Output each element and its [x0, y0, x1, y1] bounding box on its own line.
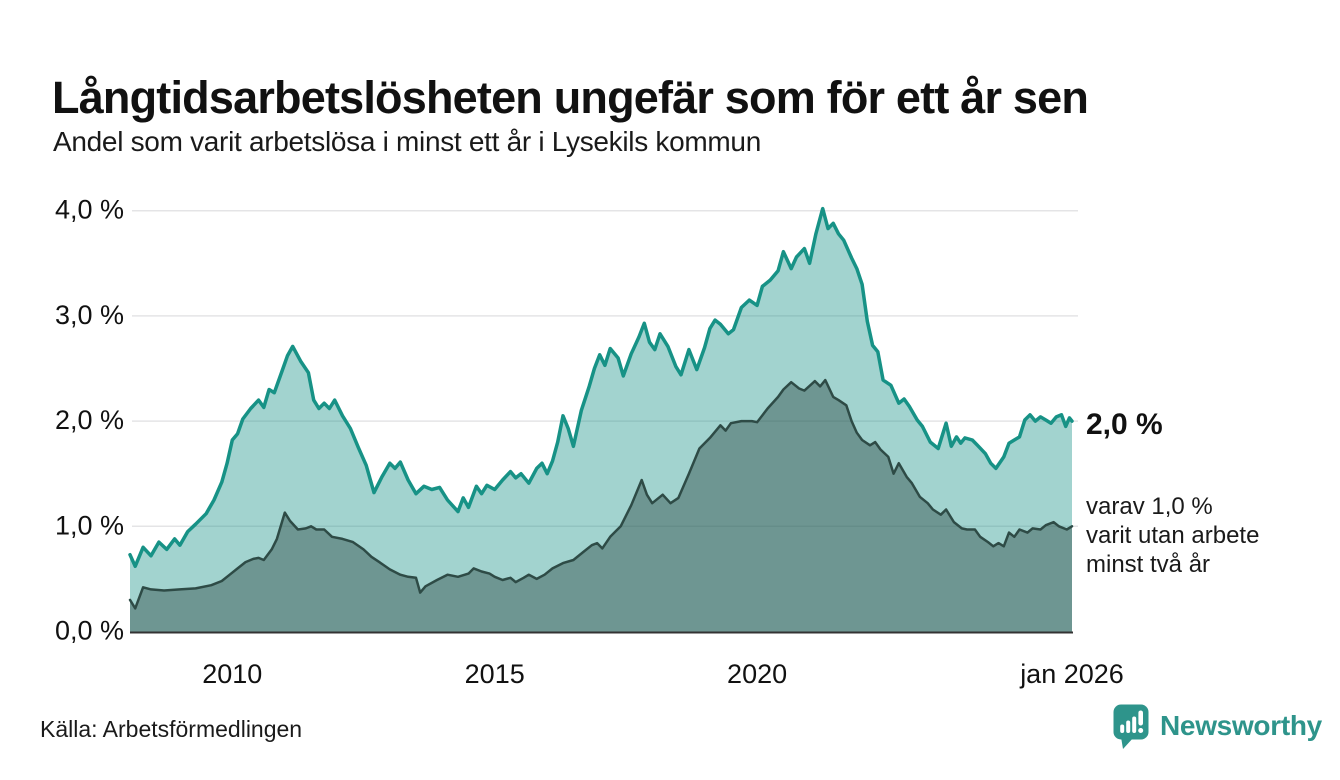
y-tick-label: 1,0 % [55, 510, 124, 540]
y-tick-label: 2,0 % [55, 405, 124, 435]
y-tick-label: 4,0 % [55, 195, 124, 225]
chart-subtitle: Andel som varit arbetslösa i minst ett å… [53, 126, 761, 157]
x-tick-label: 2020 [727, 659, 787, 689]
chart-title: Långtidsarbetslösheten ungefär som för e… [52, 72, 1089, 124]
source-note: Källa: Arbetsförmedlingen [40, 716, 303, 742]
newsworthy-bubble-chart-icon [1113, 704, 1149, 749]
y-tick-label: 0,0 % [55, 616, 124, 646]
secondary-value-label: varav 1,0 % varit utan arbete minst två … [1086, 493, 1260, 578]
latest-value-label: 2,0 % [1086, 408, 1163, 441]
newsworthy-logo: Newsworthy [1112, 703, 1322, 749]
x-tick-label: 2010 [202, 659, 262, 689]
x-tick-label: jan 2026 [1019, 659, 1124, 689]
x-tick-label: 2015 [465, 659, 525, 689]
newsworthy-wordmark: Newsworthy [1160, 710, 1322, 741]
y-tick-label: 3,0 % [55, 300, 124, 330]
